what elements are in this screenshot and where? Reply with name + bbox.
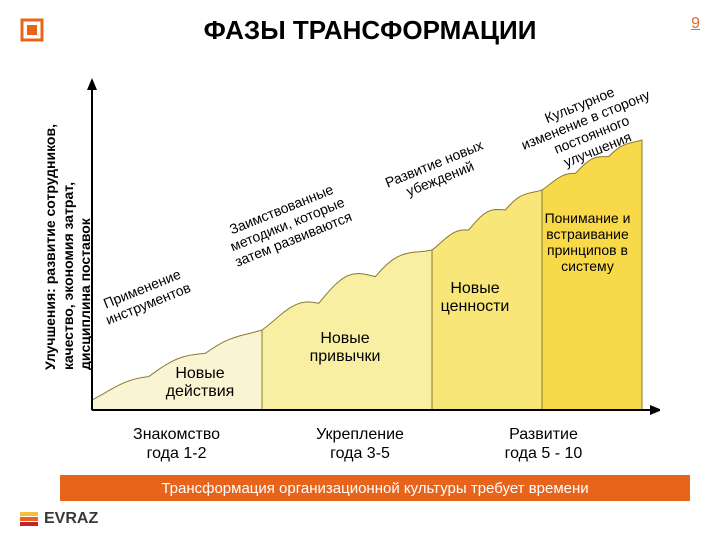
x-label-1: Знакомствогода 1-2 [80,425,273,463]
phase2-area-label: Новыепривычки [275,330,415,367]
brand-logo: EVRAZ [20,510,98,528]
bottom-bar: Трансформация организационной культуры т… [60,475,690,501]
y-label-line1: Улучшения: развитие сотрудников, [42,124,58,370]
y-label-line2: качество, экономия затрат, [60,182,76,370]
brand-stripes-icon [20,512,38,526]
logo-icon [20,18,44,42]
slide-title: ФАЗЫ ТРАНСФОРМАЦИИ [60,15,680,46]
x-label-3: Развитиегода 5 - 10 [447,425,640,463]
x-axis-labels: Знакомствогода 1-2 Укреплениегода 3-5 Ра… [80,425,640,463]
bottom-bar-text: Трансформация организационной культуры т… [161,480,588,497]
slide: ФАЗЫ ТРАНСФОРМАЦИИ 9 Улучшения: развитие… [0,0,720,540]
brand-text: EVRAZ [44,510,98,528]
phase3-area-label: Новыеценности [415,280,535,317]
x-label-2: Укреплениегода 3-5 [273,425,447,463]
page-number: 9 [691,15,700,33]
phase4-area-label: Понимание ивстраиваниепринципов всистему [530,210,645,274]
phase1-area-label: Новыедействия [130,365,270,402]
